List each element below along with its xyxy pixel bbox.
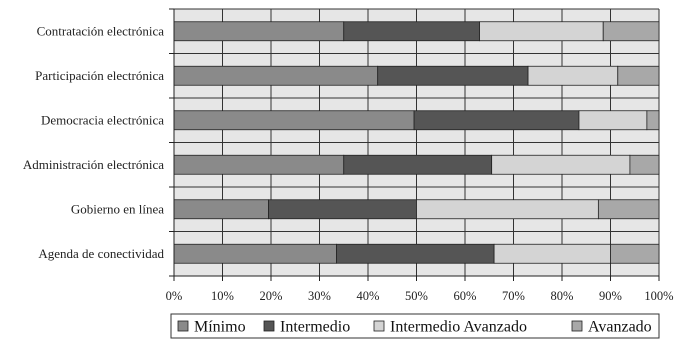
category-label: Agenda de conectividad bbox=[38, 246, 164, 261]
bar-segment bbox=[493, 243, 611, 264]
bar-segment bbox=[173, 110, 415, 131]
bar-segment bbox=[578, 110, 648, 131]
bar-segment bbox=[646, 110, 660, 131]
bar-segment bbox=[527, 65, 619, 86]
legend-label: Intermedio bbox=[280, 319, 350, 336]
bar-segment bbox=[602, 21, 660, 42]
bar-segment bbox=[173, 154, 345, 175]
bar-segment bbox=[336, 243, 495, 264]
x-tick-label: 90% bbox=[599, 289, 622, 303]
category-label: Democracia electrónica bbox=[41, 112, 164, 127]
x-tick-label: 70% bbox=[502, 289, 525, 303]
x-tick-label: 0% bbox=[166, 289, 183, 303]
category-label: Contratación electrónica bbox=[37, 23, 165, 38]
x-tick-label: 100% bbox=[644, 289, 673, 303]
category-label: Gobierno en línea bbox=[71, 201, 164, 216]
bar-segment bbox=[610, 243, 660, 264]
bar-segment bbox=[173, 21, 345, 42]
bar-segment bbox=[413, 110, 580, 131]
bar-segment bbox=[479, 21, 604, 42]
x-tick-label: 10% bbox=[211, 289, 234, 303]
bar-segment bbox=[377, 65, 529, 86]
bar-segment bbox=[173, 199, 269, 220]
legend-swatch bbox=[263, 320, 275, 332]
x-tick-label: 30% bbox=[308, 289, 331, 303]
legend-label: Intermedio Avanzado bbox=[390, 319, 527, 336]
legend-swatch bbox=[373, 320, 385, 332]
bar-segment bbox=[343, 154, 493, 175]
x-tick-label: 50% bbox=[405, 289, 428, 303]
bar-segment bbox=[416, 199, 599, 220]
legend-swatch bbox=[177, 320, 189, 332]
bar-segment bbox=[268, 199, 417, 220]
x-tick-label: 40% bbox=[357, 289, 380, 303]
category-label: Administración electrónica bbox=[23, 157, 164, 172]
legend-label: Avanzado bbox=[588, 319, 652, 336]
bar-segment bbox=[629, 154, 660, 175]
legend-label: Mínimo bbox=[194, 319, 246, 336]
bar-segment bbox=[491, 154, 631, 175]
x-tick-label: 60% bbox=[454, 289, 477, 303]
bar-segment bbox=[343, 21, 480, 42]
bar-segment bbox=[173, 243, 337, 264]
bar-segment bbox=[597, 199, 660, 220]
x-tick-label: 20% bbox=[260, 289, 283, 303]
legend-swatch bbox=[571, 320, 583, 332]
x-tick-label: 80% bbox=[551, 289, 574, 303]
category-label: Participación electrónica bbox=[35, 68, 164, 83]
bar-segment bbox=[173, 65, 379, 86]
bar-segment bbox=[617, 65, 660, 86]
